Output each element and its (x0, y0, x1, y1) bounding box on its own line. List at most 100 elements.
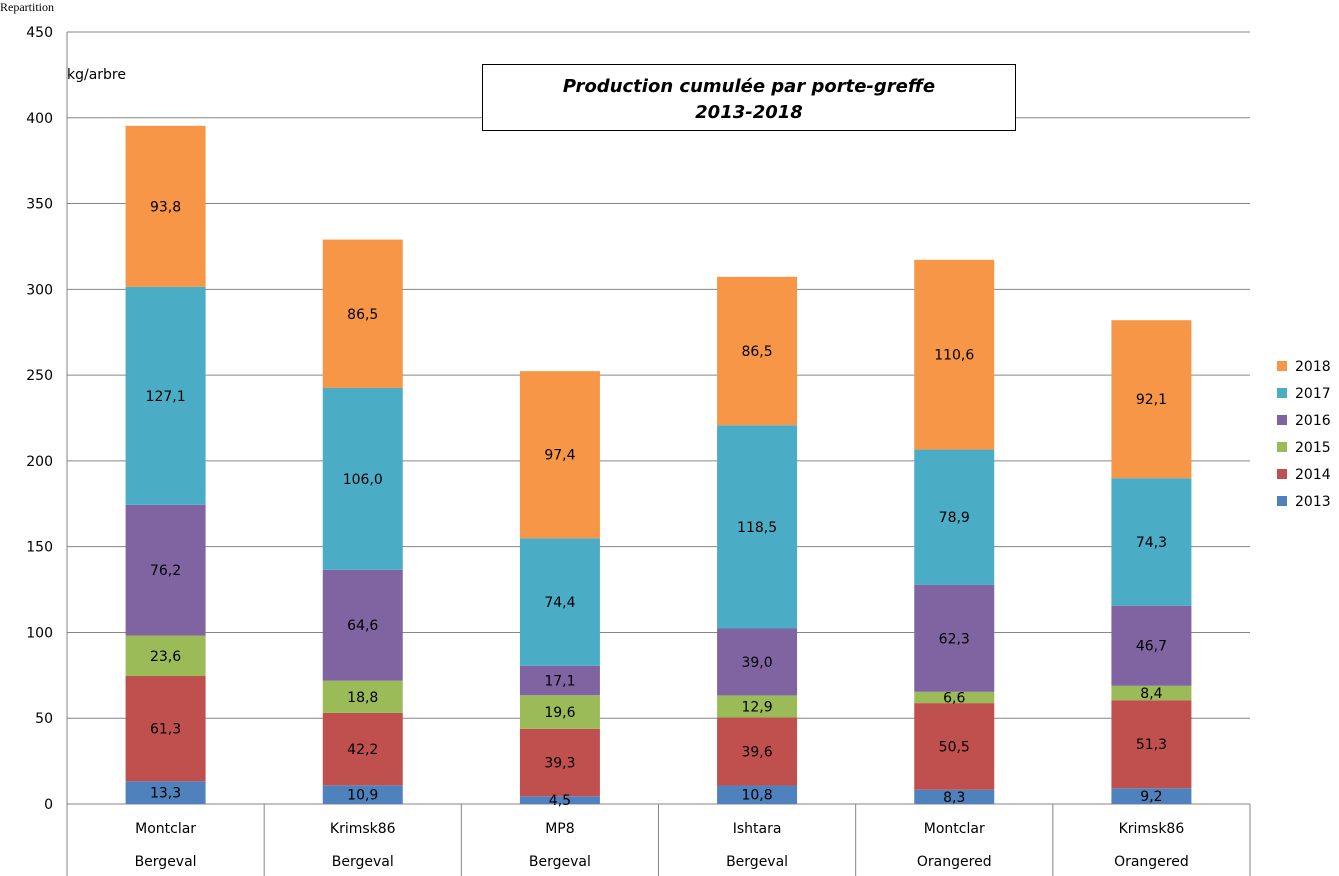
data-label-2014: 61,3 (150, 722, 181, 738)
x-category-label: Montclar (135, 821, 196, 837)
bar-2014 (322, 712, 403, 786)
bar-2016 (1111, 605, 1192, 686)
x-category-sublabel: Bergeval (529, 854, 591, 870)
bar-2013 (1111, 788, 1192, 804)
bar-2018 (1111, 320, 1192, 479)
data-label-2018: 86,5 (347, 307, 378, 323)
legend-label-2017: 2017 (1295, 386, 1331, 402)
data-label-2016: 62,3 (939, 631, 970, 647)
bar-2017 (125, 286, 206, 505)
data-label-2017: 78,9 (939, 510, 970, 526)
bar-2013 (717, 785, 798, 804)
data-label-2017: 74,4 (544, 595, 575, 611)
data-label-2018: 86,5 (741, 344, 772, 360)
bar-2018 (717, 276, 798, 426)
data-label-2014: 42,2 (347, 742, 378, 758)
x-category-label: Montclar (924, 821, 985, 837)
data-label-2017: 106,0 (343, 472, 383, 488)
legend-swatch-2013 (1277, 496, 1287, 506)
chart-title-box: Production cumulée par porte-greffe 2013… (482, 64, 1016, 131)
bar-2016 (914, 584, 995, 692)
bar-2013 (914, 789, 995, 804)
data-label-2018: 92,1 (1136, 392, 1167, 408)
bar-2014 (125, 676, 206, 782)
x-axis-category-labels: Montclar Bergeval Krimsk86 Bergeval MP8 Berge… (135, 821, 1189, 870)
data-label-2013: 13,3 (150, 786, 181, 802)
data-label-2013: 4,5 (549, 793, 571, 809)
bar-2017 (717, 425, 798, 629)
y-tick-label: 400 (26, 111, 53, 127)
bar-2013 (322, 785, 403, 804)
bar-2016 (125, 504, 206, 636)
bar-2017 (322, 387, 403, 570)
bar-2016 (717, 628, 798, 696)
bar-2014 (519, 728, 600, 797)
bar-2015 (125, 635, 206, 677)
data-label-2016: 46,7 (1136, 639, 1167, 655)
legend-label-2015: 2015 (1295, 440, 1331, 456)
legend-swatch-2014 (1277, 469, 1287, 479)
bar-data-labels: 13,3 61,3 23,6 76,2 127,1 93,8 10,9 42,2 18,8 64,… (146, 199, 1167, 809)
data-label-2016: 39,0 (741, 655, 772, 671)
data-label-2015: 6,6 (943, 690, 965, 706)
bar-2018 (322, 239, 403, 388)
y-tick-label: 450 (26, 25, 53, 41)
data-label-2018: 93,8 (150, 199, 181, 215)
bar-2017 (914, 449, 995, 585)
legend-swatch-2017 (1277, 388, 1287, 398)
legend-swatch-2015 (1277, 442, 1287, 452)
bar-2015 (1111, 685, 1192, 701)
bar-2017 (519, 538, 600, 666)
y-axis-tick-labels: 0 50 100 150 200 250 300 350 400 450 (26, 25, 53, 813)
bar-2016 (519, 665, 600, 696)
axes (66, 32, 1251, 876)
data-label-2015: 8,4 (1140, 686, 1162, 702)
chart-title: Production cumulée par porte-greffe (562, 76, 936, 97)
bar-2018 (914, 259, 995, 450)
x-category-label: Krimsk86 (1119, 821, 1185, 837)
y-tick-label: 150 (26, 540, 53, 556)
bar-2017 (1111, 478, 1192, 606)
data-label-2013: 9,2 (1140, 789, 1162, 805)
legend-swatch-2016 (1277, 415, 1287, 425)
chart-subtitle: 2013-2018 (695, 102, 803, 123)
x-category-sublabel: Orangered (1114, 854, 1189, 870)
x-category-label: Krimsk86 (330, 821, 396, 837)
data-label-2017: 74,3 (1136, 535, 1167, 551)
grid-lines (67, 31, 1250, 805)
data-label-2014: 39,6 (741, 745, 772, 761)
legend: 2018 2017 2016 2015 2014 2013 (1277, 359, 1331, 510)
y-tick-label: 300 (26, 282, 53, 298)
data-label-2013: 10,9 (347, 788, 378, 804)
data-label-2016: 76,2 (150, 563, 181, 579)
bar-2015 (519, 695, 600, 729)
bar-2018 (125, 125, 206, 287)
y-tick-label: 50 (35, 711, 53, 727)
data-label-2013: 10,8 (741, 788, 772, 804)
data-label-2013: 8,3 (943, 790, 965, 806)
y-tick-label: 0 (44, 797, 53, 813)
data-label-2015: 19,6 (544, 705, 575, 721)
data-label-2016: 64,6 (347, 618, 378, 634)
x-category-sublabel: Bergeval (332, 854, 394, 870)
bar-2018 (519, 371, 600, 539)
x-category-label: MP8 (545, 821, 574, 837)
data-label-2017: 127,1 (146, 389, 186, 405)
bars (125, 125, 1192, 804)
corner-label: Repartition (0, 0, 54, 14)
bar-2014 (717, 717, 798, 786)
legend-label-2016: 2016 (1295, 413, 1331, 429)
data-label-2015: 23,6 (150, 649, 181, 665)
bar-2014 (914, 703, 995, 790)
bar-2015 (322, 680, 403, 713)
data-label-2018: 110,6 (934, 348, 974, 364)
x-category-label: Ishtara (733, 821, 782, 837)
data-label-2017: 118,5 (737, 520, 777, 536)
data-label-2018: 97,4 (544, 448, 575, 464)
bar-2013 (519, 796, 600, 804)
legend-label-2014: 2014 (1295, 467, 1331, 483)
bar-2013 (125, 781, 206, 804)
data-label-2014: 50,5 (939, 739, 970, 755)
y-tick-label: 100 (26, 625, 53, 641)
